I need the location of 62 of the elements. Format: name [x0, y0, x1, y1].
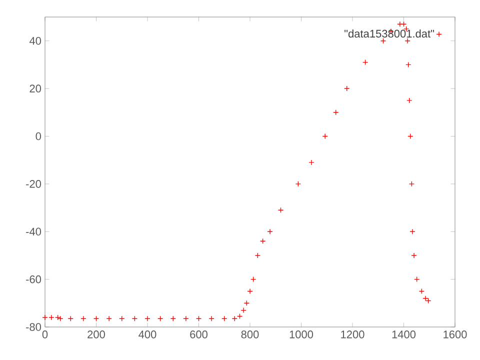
point [260, 238, 266, 244]
x-tick-label: 1600 [444, 330, 467, 338]
point [244, 300, 250, 306]
x-tick-label: 0 [42, 330, 48, 338]
y-tick-label: 20 [30, 84, 42, 92]
point [295, 181, 302, 187]
point [170, 316, 176, 322]
point [406, 98, 412, 104]
point [132, 316, 138, 322]
point [183, 316, 189, 322]
point [308, 160, 314, 166]
point [362, 59, 368, 66]
x-tick-label: 400 [138, 330, 156, 338]
point [332, 110, 339, 116]
point [93, 316, 100, 322]
point [208, 316, 214, 322]
y-tick-label: -80 [26, 323, 42, 331]
point [48, 314, 54, 320]
point [397, 21, 403, 27]
point [408, 181, 415, 187]
point [247, 288, 253, 294]
point [322, 133, 328, 140]
point [222, 316, 228, 322]
y-tick-label: -20 [26, 180, 42, 188]
point [240, 307, 246, 314]
point [254, 252, 261, 258]
point [119, 316, 125, 322]
x-tick-label: 200 [88, 330, 105, 338]
x-tick-label: 800 [241, 330, 259, 338]
legend-label: "data1538001.dat" [344, 30, 434, 38]
point [106, 316, 112, 322]
x-tick-label: 1000 [290, 330, 314, 338]
x-tick-label: 1200 [341, 330, 364, 338]
point [236, 313, 243, 320]
x-tick-label: 600 [190, 330, 208, 338]
point [58, 316, 64, 322]
point [42, 314, 48, 320]
point [406, 62, 412, 68]
point [196, 316, 202, 322]
point [144, 316, 150, 322]
y-tick-label: 40 [29, 36, 42, 45]
point [232, 316, 238, 322]
point [267, 228, 273, 234]
y-tick-label: -60 [26, 275, 42, 284]
y-tick-label: 0 [36, 132, 42, 140]
point [426, 298, 432, 304]
point [278, 207, 284, 213]
point [404, 38, 410, 44]
point [422, 296, 428, 302]
point [250, 276, 256, 282]
y-tick-label: -40 [26, 228, 42, 236]
x-tick-label: 1400 [392, 330, 416, 338]
point [380, 38, 386, 44]
point [414, 276, 420, 282]
point [80, 316, 86, 322]
point [410, 228, 416, 234]
point [68, 316, 74, 322]
point [418, 288, 425, 294]
point [408, 133, 414, 140]
point [411, 252, 417, 258]
point [344, 86, 350, 92]
point [157, 316, 164, 322]
